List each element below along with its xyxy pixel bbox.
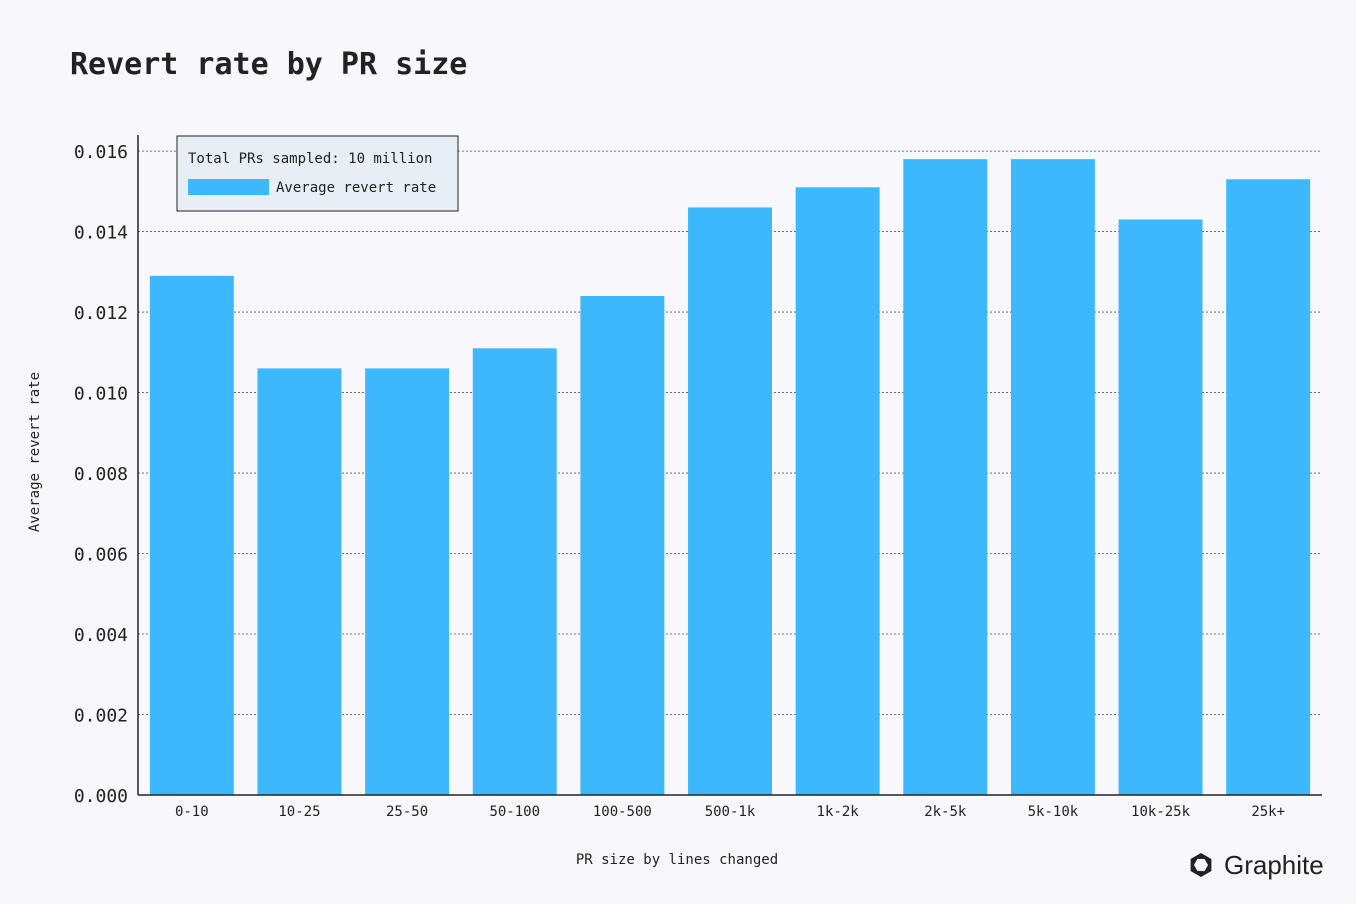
x-tick-label: 500-1k — [705, 804, 756, 820]
legend-note: Total PRs sampled: 10 million — [188, 151, 432, 167]
y-tick-label: 0.012 — [74, 303, 128, 324]
y-tick-label: 0.000 — [74, 786, 128, 807]
y-tick-label: 0.016 — [74, 142, 128, 163]
x-axis-label: PR size by lines changed — [576, 852, 778, 868]
legend-box — [176, 135, 459, 212]
x-tick-label: 5k-10k — [1028, 804, 1079, 820]
brand: Graphite — [1190, 850, 1324, 880]
chart-title: Revert rate by PR size — [70, 47, 467, 82]
bar-10-25 — [257, 368, 342, 795]
y-axis-ticks: 0.000 0.002 0.004 0.006 0.008 0.010 0.012 0.014… — [74, 142, 128, 807]
x-tick-label: 10-25 — [278, 804, 320, 820]
y-tick-label: 0.014 — [74, 223, 128, 244]
bar-500-1k — [688, 207, 772, 795]
bar-2k-5k — [903, 159, 988, 795]
y-tick-label: 0.006 — [74, 545, 128, 566]
bar-5k-10k — [1010, 159, 1095, 795]
brand-name: Graphite — [1224, 850, 1324, 880]
x-tick-label: 25-50 — [386, 804, 428, 820]
y-tick-label: 0.004 — [74, 625, 128, 646]
y-axis-label: Average revert rate — [27, 372, 43, 532]
x-tick-label: 0-10 — [175, 804, 209, 820]
x-tick-label: 100-500 — [593, 804, 652, 820]
bar-10k-25k — [1118, 219, 1203, 795]
graphite-logo-icon — [1190, 853, 1212, 877]
bars — [149, 159, 1311, 796]
bar-1k-2k — [795, 187, 880, 795]
legend: Total PRs sampled: 10 million Average re… — [176, 135, 459, 212]
x-tick-label: 1k-2k — [817, 804, 860, 820]
y-tick-label: 0.010 — [74, 384, 128, 405]
bar-100-500 — [580, 295, 665, 795]
x-axis-ticks: 0-10 10-25 25-50 50-100 100-500 500-1k 1k-2k 2k… — [175, 804, 1285, 820]
x-tick-label: 10k-25k — [1131, 804, 1191, 820]
y-tick-label: 0.008 — [74, 464, 128, 485]
bar-0-10 — [149, 275, 234, 796]
x-tick-label: 50-100 — [489, 804, 540, 820]
y-tick-label: 0.002 — [74, 706, 128, 727]
x-tick-label: 25k+ — [1251, 804, 1285, 820]
bar-50-100 — [472, 348, 557, 795]
bar-25k+ — [1226, 179, 1311, 795]
legend-series-label: Average revert rate — [276, 180, 436, 196]
bar-25-50 — [365, 368, 450, 795]
x-tick-label: 2k-5k — [924, 804, 967, 820]
legend-swatch — [188, 179, 269, 195]
